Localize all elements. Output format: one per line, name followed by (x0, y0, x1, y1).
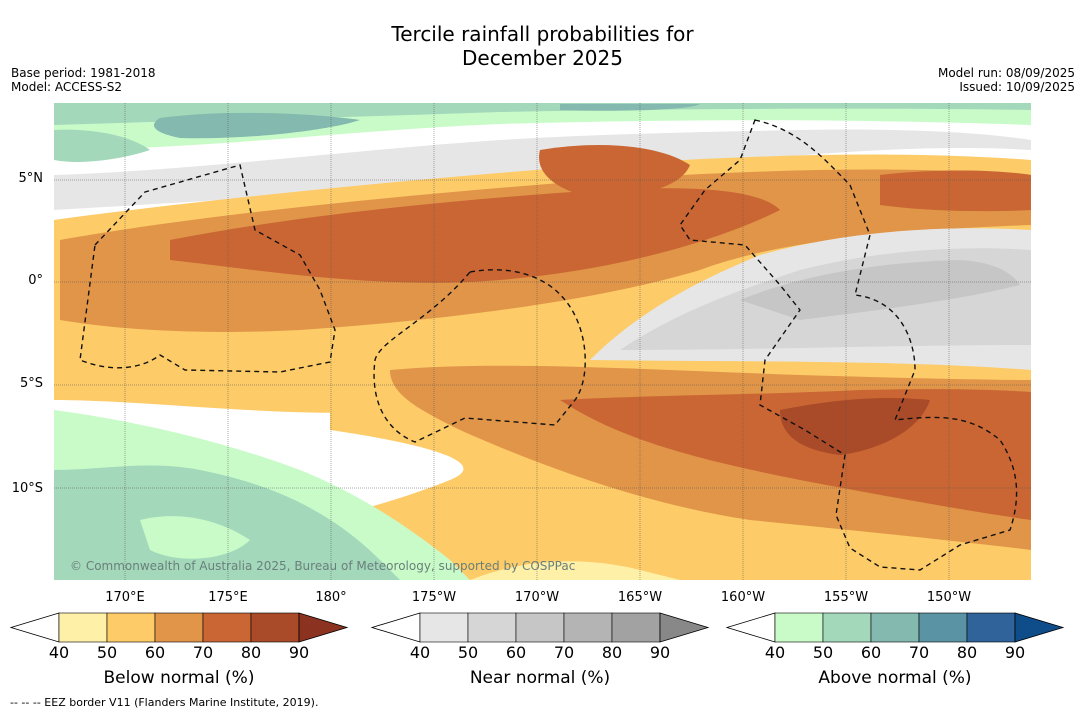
colorbar-max-arrow (298, 612, 349, 643)
colorbar-tick: 50 (96, 643, 118, 662)
issued-date: Issued: 10/09/2025 (959, 80, 1075, 94)
lat-label: 10°S (11, 481, 43, 496)
colorbar-tick: 40 (48, 643, 70, 662)
model-run-date: Model run: 08/09/2025 (937, 66, 1075, 80)
colorbar-segment (106, 612, 156, 643)
colorbar-title: Near normal (%) (469, 668, 611, 688)
eez-borders (79, 119, 1018, 571)
copyright-note: © Commonwealth of Australia 2025, Bureau… (70, 559, 575, 573)
colorbar-2 (370, 612, 710, 643)
lon-label: 165°W (617, 590, 663, 605)
colorbar-segment (154, 612, 204, 643)
base-period: Base period: 1981-2018 (11, 66, 156, 80)
colorbar-tick: 70 (553, 643, 575, 662)
colorbar-min-arrow (9, 612, 60, 643)
lon-label: 175°E (208, 590, 248, 605)
lon-label: 175°W (411, 590, 457, 605)
colorbar-max-arrow (1014, 612, 1065, 643)
colorbar-tick: 60 (505, 643, 527, 662)
colorbar-tick: 80 (601, 643, 623, 662)
lat-label: 0° (28, 273, 43, 288)
title-line-1: Tercile rainfall probabilities for (391, 22, 694, 46)
colorbar-tick: 50 (457, 643, 479, 662)
colorbar-1 (9, 612, 349, 643)
graticule (54, 103, 1031, 580)
lon-label: 170°E (105, 590, 145, 605)
colorbar-3 (725, 612, 1065, 643)
lon-label: 155°W (823, 590, 869, 605)
colorbar-tick: 90 (288, 643, 310, 662)
colorbar-tick: 90 (649, 643, 671, 662)
lat-label: 5°S (19, 376, 43, 391)
colorbar-segment (966, 612, 1016, 643)
model-name: Model: ACCESS-S2 (11, 80, 123, 94)
colorbar-segment (467, 612, 517, 643)
colorbar-min-arrow (725, 612, 776, 643)
eez-footnote: -- -- -- EEZ border V11 (Flanders Marine… (10, 696, 319, 709)
lon-label: 180° (315, 590, 347, 605)
colorbar-tick: 50 (812, 643, 834, 662)
lon-label: 160°W (720, 590, 766, 605)
map-field: © Commonwealth of Australia 2025, Bureau… (54, 103, 1031, 580)
colorbar-segment (58, 612, 108, 643)
colorbar-tick: 40 (409, 643, 431, 662)
colorbar-segment (611, 612, 661, 643)
colorbar-title: Above normal (%) (818, 668, 972, 688)
colorbar-tick: 60 (860, 643, 882, 662)
title-line-2: December 2025 (462, 46, 623, 70)
colorbar-segment (563, 612, 613, 643)
colorbar-segment (419, 612, 469, 643)
colorbar-segment (250, 612, 300, 643)
colorbar-title: Below normal (%) (103, 668, 255, 688)
colorbar-segment (202, 612, 252, 643)
colorbar-segment (870, 612, 920, 643)
lon-label: 170°W (514, 590, 560, 605)
colorbar-segment (918, 612, 968, 643)
colorbar-tick: 40 (764, 643, 786, 662)
colorbar-min-arrow (370, 612, 421, 643)
colorbar-tick: 80 (956, 643, 978, 662)
map-title: Tercile rainfall probabilities for Decem… (0, 22, 1085, 70)
colorbar-max-arrow (659, 612, 710, 643)
model-info: Base period: 1981-2018 Model: ACCESS-S2 (11, 66, 156, 94)
lat-label: 5°N (18, 171, 44, 186)
colorbar-segment (774, 612, 824, 643)
colorbar-tick: 80 (240, 643, 262, 662)
colorbar-segment (515, 612, 565, 643)
run-info: Model run: 08/09/2025 Issued: 10/09/2025 (938, 66, 1075, 94)
colorbar-segment (822, 612, 872, 643)
colorbars (9, 612, 1065, 643)
lon-label: 150°W (926, 590, 972, 605)
colorbar-tick: 60 (144, 643, 166, 662)
colorbar-tick: 90 (1004, 643, 1026, 662)
colorbar-tick: 70 (908, 643, 930, 662)
colorbar-tick: 70 (192, 643, 214, 662)
